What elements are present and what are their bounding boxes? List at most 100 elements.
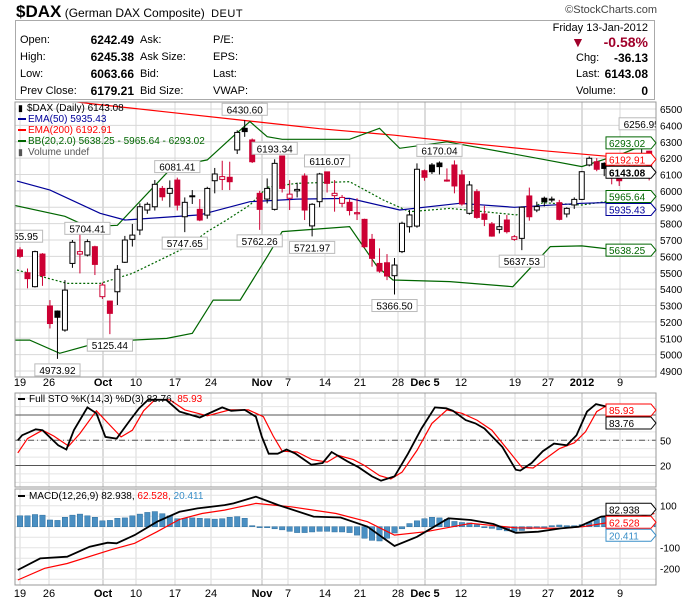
date-tick-label: 19 [509,377,521,389]
chg-label: Chg: [576,52,600,64]
candle-body [384,262,391,277]
date-tick-label: 19 [14,588,26,600]
price-tick-label: 5100 [660,334,683,345]
candle-body [196,208,203,221]
macd-histogram-bar [76,513,83,527]
pct-k-line [17,398,653,482]
macd-tick-label: 100 [660,502,677,513]
candle-body [279,155,286,189]
macd-histogram-bar [391,526,398,534]
legend-sto: Full STO %K(14,3) %D(3) 83.76, 85.93 [29,394,203,405]
bid-label: Bid: [140,68,159,80]
date-tick-label: Dec 5 [410,377,439,389]
value-tag-label: 20.411 [609,531,639,542]
security-name: (German DAX Composite) [64,6,205,20]
macd-histogram-bar [47,519,53,527]
candle-body [76,251,83,255]
macd-histogram-bar [219,518,226,527]
macd-histogram-bar [331,526,338,533]
macd-histogram-bar [548,525,555,527]
candle-body [406,214,413,228]
date-tick-label: Oct [94,377,113,389]
macd-histogram-bar [294,526,301,533]
value-tag [605,243,657,257]
candle-body [211,173,218,182]
candle-body [331,192,338,197]
macd-histogram-bar [556,524,563,527]
macd-histogram-bar [54,520,61,527]
price-tick-label: 5900 [660,203,683,214]
bb-middle-line [16,181,650,284]
macd-line [17,495,653,571]
macd-histogram-bar [279,526,286,531]
price-annotation-box [416,143,463,157]
value-tag [605,152,657,166]
legend-main: $DAX (Daily) 6143.08 [27,103,124,114]
macd-histogram-bar [24,515,31,527]
price-annotation: 6193.34 [257,144,294,155]
macd-histogram-bar [61,517,68,527]
macd-histogram-bar [196,518,203,527]
candle-body [91,246,98,265]
value-tag-label: 83.76 [609,419,634,430]
legend-macd-hist: 20.411 [174,491,204,502]
value-tag-label: 5935.43 [609,206,646,217]
macd-histogram-bar [399,526,405,530]
macd-histogram-bar [421,518,428,527]
price-annotation-box [618,117,656,131]
candle-body [256,192,263,210]
value-tag-label: 6293.02 [609,139,646,150]
macd-histogram-bar [346,526,353,533]
macd-histogram-bar [69,514,76,527]
price-tick-label: 5700 [660,236,683,247]
price-annotation: 5637.53 [504,257,541,268]
price-annotation: 5366.50 [376,302,413,313]
candle-body [511,236,518,240]
date-tick-label: 12 [455,377,467,389]
value-tag-label: 62.528 [609,518,640,529]
candle-body [376,262,383,272]
value-tag [605,136,657,150]
date-tick-label: 21 [354,588,366,600]
last-price-value: 6143.08 [604,67,648,81]
candle-body [189,195,196,198]
date-tick-label: 17 [169,588,181,600]
prev-close-label: Prev Close: [20,85,77,97]
price-annotation-box [303,154,351,168]
date-tick-label: 9 [617,588,623,600]
vwap-label: VWAP: [213,85,249,97]
ema50-line [16,180,650,221]
candle-body [548,198,555,201]
candle-body [526,195,533,218]
date-tick-label: 10 [130,588,142,600]
legend-macd-value: MACD(12,26,9) 82.938, [29,491,137,502]
price-tick-label: 5400 [660,285,683,296]
macd-histogram-bar [181,518,188,527]
price-annotation: 5721.97 [294,243,331,254]
candle-body [151,183,158,208]
price-annotation: 5125.44 [92,341,129,352]
value-tag-label: 6192.91 [609,155,646,166]
date-tick-label: 17 [169,377,181,389]
candle-body [241,127,248,133]
macd-histogram-bar [466,522,473,527]
down-triangle-icon: ▼ [571,34,585,50]
candle-body [144,203,151,211]
candle-body [121,239,128,263]
price-annotation-box [161,236,208,250]
candle-body [309,203,316,227]
candle-body [496,226,503,230]
bb-swatch [18,140,26,142]
candle-body [443,179,450,182]
last-label: Last: [213,68,237,80]
value-tag-label: 82.938 [609,505,640,516]
price-annotation-box [498,254,545,268]
candle-body [346,201,353,212]
candle-body [458,174,465,205]
candle-body [174,179,181,206]
macd-histogram-bar [354,526,361,536]
legend-sto-k: Full STO %K(14,3) %D(3) 83.76, [29,394,177,405]
macd-signal-line [17,502,655,581]
low-value: 6063.66 [90,67,134,81]
ema50-swatch [18,118,26,120]
